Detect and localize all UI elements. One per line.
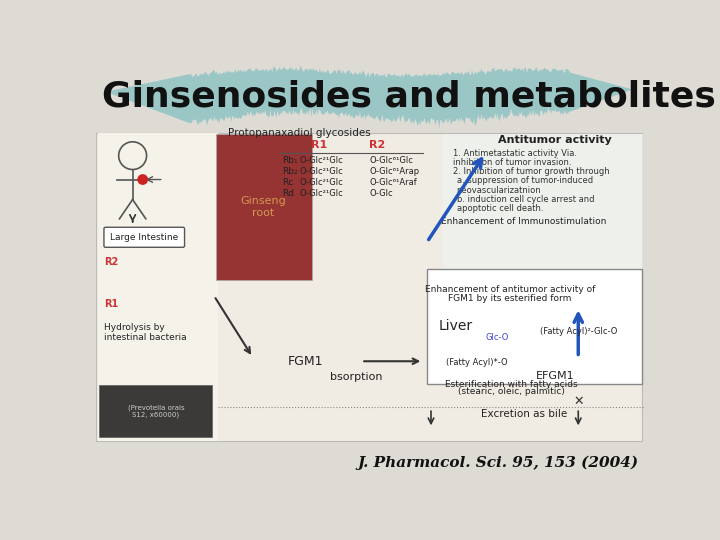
Text: O-Glc⁶¹Arap: O-Glc⁶¹Arap [369,167,419,176]
Bar [443,134,642,288]
Text: Enhancement of antitumor activity of: Enhancement of antitumor activity of [425,285,595,294]
Text: O-Glc²¹Glc: O-Glc²¹Glc [300,178,343,187]
Bar [96,132,642,441]
Text: (stearic, oleic, palmitic): (stearic, oleic, palmitic) [458,387,565,396]
Bar [427,269,642,384]
Text: Excretion as bile: Excretion as bile [481,409,567,420]
Text: Rd: Rd [282,188,294,198]
Text: R1: R1 [310,140,327,150]
Text: FGM1 by its esterified form: FGM1 by its esterified form [449,294,572,303]
Bar [98,132,218,441]
Text: neovascularizatnion: neovascularizatnion [456,186,541,194]
Text: ✕: ✕ [573,395,583,408]
Text: b. induction cell cycle arrest and: b. induction cell cycle arrest and [456,195,594,204]
Text: O-Glc: O-Glc [369,188,392,198]
Text: R2: R2 [369,140,385,150]
Text: Ginsenosides and metabolites through gut: Ginsenosides and metabolites through gut [102,80,720,114]
Text: Glc-O: Glc-O [485,334,508,342]
Bar [215,134,312,280]
Text: 2. Inhibition of tumor growth through: 2. Inhibition of tumor growth through [453,167,609,176]
Text: O-Glc²¹Glc: O-Glc²¹Glc [300,188,343,198]
Circle shape [138,174,148,185]
Polygon shape [106,65,632,129]
Text: Antitumor activity: Antitumor activity [498,136,612,145]
Text: Enhancement of Immunostimulation: Enhancement of Immunostimulation [441,217,607,226]
Text: a. suppression of tumor-induced: a. suppression of tumor-induced [456,177,593,185]
Text: R1: R1 [104,299,118,309]
Text: Rb₁: Rb₁ [282,157,298,165]
Text: O-Glc²¹Glc: O-Glc²¹Glc [300,157,343,165]
Text: Rc: Rc [282,178,294,187]
Text: (Fatty Acyl)²-Glc-O: (Fatty Acyl)²-Glc-O [539,327,617,336]
Text: J. Pharmacol. Sci. 95, 153 (2004): J. Pharmacol. Sci. 95, 153 (2004) [358,455,639,470]
Text: Esterification with fatty acids: Esterification with fatty acids [445,380,578,389]
Text: FGM1: FGM1 [288,355,323,368]
Text: EFGM1: EFGM1 [536,371,575,381]
Text: Hydrolysis by: Hydrolysis by [104,323,165,333]
Text: apoptotic cell death.: apoptotic cell death. [456,204,543,213]
Text: Rb₂: Rb₂ [282,167,298,176]
Bar [99,385,212,437]
Text: Ginseng
root: Ginseng root [240,197,287,218]
Text: R2: R2 [104,257,118,267]
Text: O-Glc⁶¹Glc: O-Glc⁶¹Glc [369,157,413,165]
Text: O-Glc⁶¹Araf: O-Glc⁶¹Araf [369,178,417,187]
Text: inhibition of tumor invasion.: inhibition of tumor invasion. [453,158,571,167]
Text: bsorption: bsorption [330,373,383,382]
Text: Large Intestine: Large Intestine [110,233,179,242]
Text: Liver: Liver [438,320,473,333]
Text: (Fatty Acyl)*-O: (Fatty Acyl)*-O [446,358,508,367]
Text: (Prevotella orais
S12, x60000): (Prevotella orais S12, x60000) [127,404,184,418]
Text: Protopanaxadiol glycosides: Protopanaxadiol glycosides [228,127,371,138]
Text: O-Glc²¹Glc: O-Glc²¹Glc [300,167,343,176]
Text: intestinal bacteria: intestinal bacteria [104,333,186,342]
FancyBboxPatch shape [104,227,184,247]
Text: 1. Antimetastatic activity Via.: 1. Antimetastatic activity Via. [453,148,577,158]
